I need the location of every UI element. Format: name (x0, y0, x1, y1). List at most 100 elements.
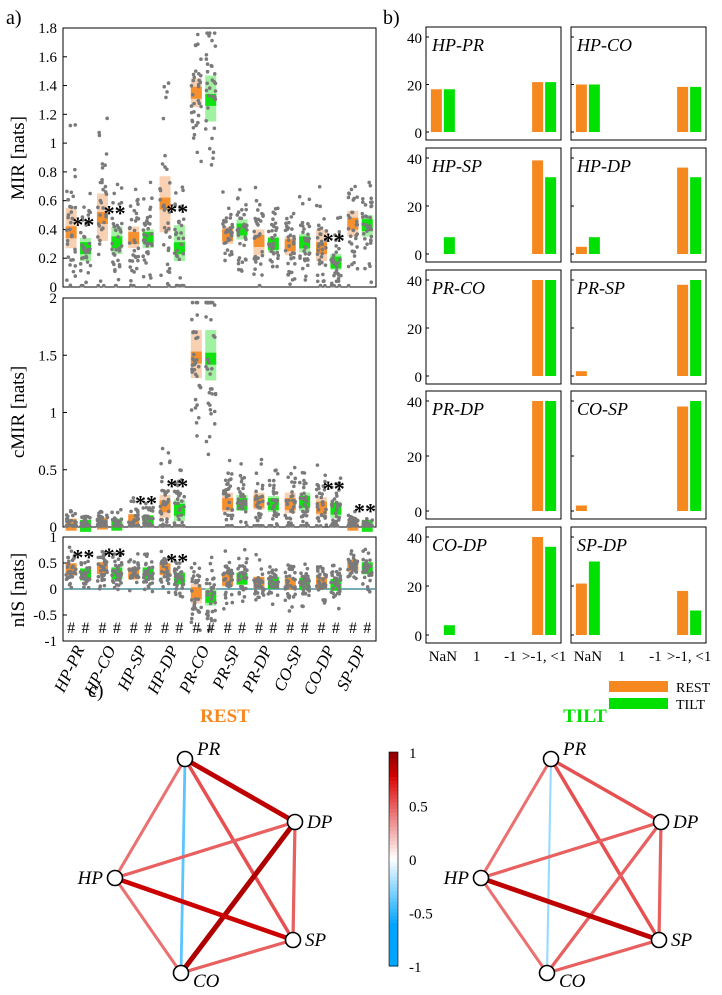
data-point (98, 555, 103, 560)
data-point (316, 483, 321, 488)
data-point (103, 520, 108, 525)
data-point (163, 165, 167, 169)
bar-rest (575, 246, 587, 254)
data-point (190, 317, 194, 322)
data-point (237, 256, 242, 260)
data-point (227, 458, 232, 463)
colorbar-segment (389, 787, 398, 792)
data-point (276, 256, 280, 261)
data-point (347, 192, 352, 196)
data-point (175, 254, 180, 259)
data-point (159, 561, 164, 566)
data-point (136, 524, 141, 528)
data-point (166, 269, 170, 274)
data-point (337, 606, 341, 611)
data-point (253, 185, 258, 190)
data-point (111, 201, 115, 205)
data-point (177, 257, 182, 262)
colorbar-segment (389, 958, 398, 964)
data-point (199, 159, 203, 164)
y-tick-label: 0.8 (38, 165, 57, 181)
data-point (300, 201, 305, 206)
data-point (302, 478, 306, 483)
median-marker (190, 587, 202, 600)
data-point (230, 252, 234, 257)
data-point (73, 524, 77, 528)
data-point (260, 585, 264, 590)
data-point (144, 505, 149, 510)
data-point (116, 235, 120, 239)
data-point (212, 409, 217, 414)
edge-PR-CO (545, 757, 553, 975)
data-point (159, 461, 163, 466)
colorbar-segment (389, 919, 398, 924)
median-marker (347, 217, 359, 230)
data-point (352, 250, 356, 254)
data-point (135, 575, 139, 579)
colorbar-segment (389, 834, 398, 839)
data-point (112, 191, 117, 196)
data-point (230, 508, 234, 512)
plot-frame (425, 390, 562, 520)
network-rest: REST PR DP SP CO HP (77, 706, 333, 992)
panel-b: 0 20 40 HP-PR HP-CO 0 20 40 HP-SP HP-DP 0 20 40 PR-CO… (407, 26, 711, 713)
data-point (178, 524, 182, 528)
data-point (242, 595, 247, 599)
colorbar-segment (389, 794, 398, 799)
data-point (364, 215, 369, 219)
node-label-sp: SP (671, 930, 693, 951)
data-point (258, 262, 263, 266)
data-point (284, 498, 289, 503)
data-point (104, 513, 109, 518)
data-point (337, 229, 342, 234)
colorbar-segment (389, 848, 398, 853)
data-point (261, 589, 265, 593)
data-point (227, 493, 231, 498)
data-point (288, 584, 293, 588)
data-point (254, 524, 259, 528)
data-point (78, 262, 83, 266)
data-point (212, 303, 217, 307)
data-point (306, 258, 310, 262)
data-point (223, 511, 227, 516)
data-point (119, 573, 123, 578)
data-point (259, 457, 264, 462)
y-tick-label: 0 (415, 248, 423, 264)
data-point (110, 579, 115, 583)
data-point (67, 545, 72, 550)
data-point (199, 57, 203, 61)
data-point (193, 43, 198, 48)
data-point (133, 187, 138, 192)
data-point (322, 487, 327, 492)
edge-HP-CO (479, 876, 549, 975)
data-point (174, 231, 179, 235)
data-point (319, 232, 323, 237)
data-point (306, 232, 310, 237)
y-tick-label: 2 (50, 291, 58, 307)
data-point (68, 509, 73, 514)
data-point (293, 501, 297, 505)
data-point (241, 482, 246, 487)
colorbar-segment (389, 819, 398, 824)
data-point (316, 587, 321, 592)
data-point (166, 246, 171, 251)
data-point (69, 234, 74, 239)
node-co (538, 964, 556, 982)
edge-PR-HP (479, 757, 553, 880)
data-point (331, 256, 335, 261)
data-point (210, 392, 214, 396)
data-point (236, 574, 241, 578)
data-point (368, 183, 373, 188)
data-point (161, 242, 166, 247)
data-point (307, 579, 311, 583)
data-point (275, 250, 280, 255)
data-point (315, 524, 319, 528)
data-point (195, 32, 200, 37)
data-point (87, 566, 92, 570)
data-point (291, 505, 296, 509)
data-point (241, 587, 246, 592)
data-point (354, 236, 358, 241)
data-point (323, 283, 327, 288)
data-point (223, 564, 228, 569)
data-point (230, 230, 234, 235)
